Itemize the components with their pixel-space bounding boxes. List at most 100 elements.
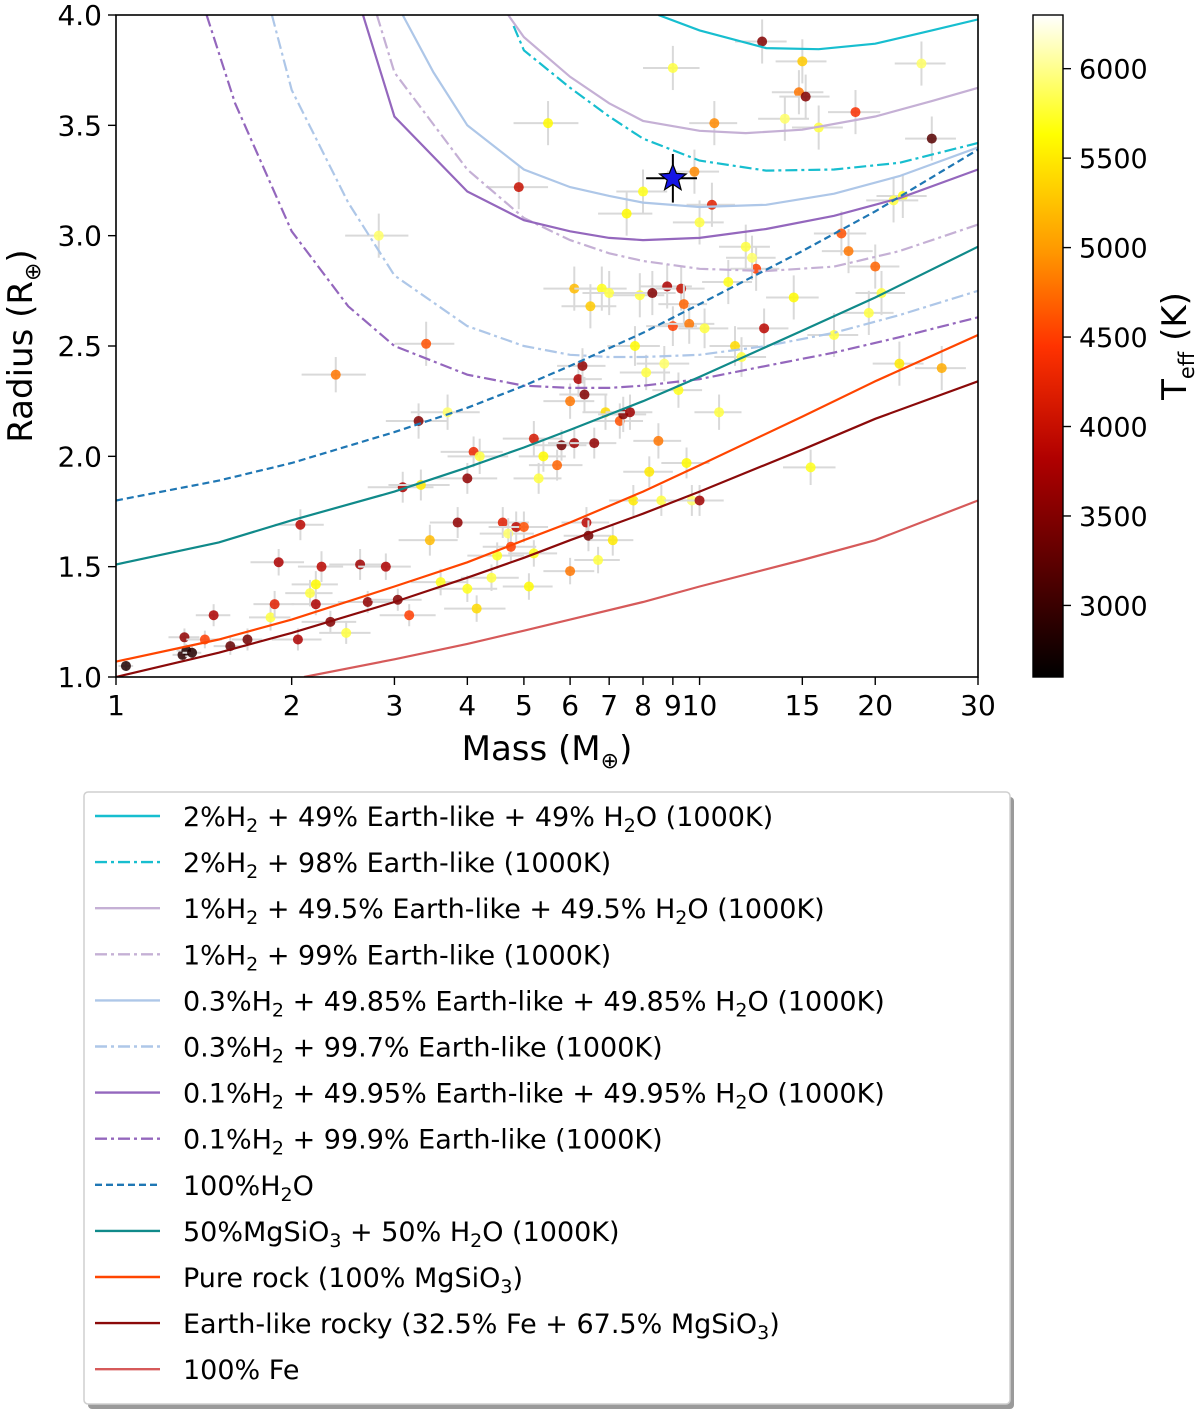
data-point xyxy=(195,604,231,627)
data-point xyxy=(410,394,480,430)
point-marker xyxy=(709,118,720,129)
point-marker xyxy=(656,495,667,506)
point-marker xyxy=(829,329,840,340)
point-marker xyxy=(788,292,799,303)
point-marker xyxy=(269,599,280,610)
x-tick-label: 15 xyxy=(785,689,821,722)
data-point xyxy=(821,229,873,274)
point-marker xyxy=(723,277,734,288)
colorbar-label: Teff (K) xyxy=(1155,292,1199,401)
point-marker xyxy=(179,632,190,643)
point-marker xyxy=(486,572,497,583)
point-marker xyxy=(518,521,529,532)
data-point xyxy=(771,70,824,115)
x-tick-label: 5 xyxy=(515,689,533,722)
point-marker xyxy=(662,281,673,292)
point-marker xyxy=(310,579,321,590)
point-marker xyxy=(404,610,415,621)
curve-line xyxy=(205,15,978,389)
x-tick-label: 3 xyxy=(386,689,404,722)
data-point xyxy=(502,573,553,600)
x-tick-label: 6 xyxy=(561,689,579,722)
data-point xyxy=(274,509,324,541)
data-point xyxy=(605,394,653,430)
legend-label: Pure rock (100% MgSiO3) xyxy=(183,1263,523,1298)
point-marker xyxy=(604,288,615,299)
x-tick-label: 10 xyxy=(682,689,718,722)
curve-line xyxy=(507,15,978,135)
point-marker xyxy=(667,62,678,73)
data-point xyxy=(841,290,894,335)
data-point xyxy=(633,423,682,459)
point-marker xyxy=(533,473,544,484)
data-point xyxy=(570,427,617,459)
y-axis-label: Radius (R⊕) xyxy=(1,249,46,442)
curve-line xyxy=(401,15,978,209)
point-marker xyxy=(208,610,219,621)
legend-label: 2%H2 + 98% Earth-like (1000K) xyxy=(183,848,611,883)
data-point xyxy=(358,553,411,580)
data-point xyxy=(737,308,789,349)
point-marker xyxy=(380,561,391,572)
point-marker xyxy=(916,58,927,69)
legend-entry: 1%H2 + 49.5% Earth-like + 49.5% H2O (100… xyxy=(95,894,825,929)
legend-label: 1%H2 + 49.5% Earth-like + 49.5% H2O (100… xyxy=(183,894,825,929)
colorbar: 3000 3500 4000 4500 5000 5500 6000 Teff (K) xyxy=(1032,14,1199,678)
point-marker xyxy=(462,583,473,594)
legend-label: 0.3%H2 + 49.85% Earth-like + 49.85% H2O … xyxy=(183,986,885,1021)
point-marker xyxy=(678,299,689,310)
data-point xyxy=(758,96,809,141)
point-marker xyxy=(797,56,808,67)
data-point xyxy=(590,524,634,556)
point-marker xyxy=(628,495,639,506)
point-marker xyxy=(653,435,664,446)
y-tick-label: 4.0 xyxy=(57,0,102,32)
point-marker xyxy=(543,118,554,129)
y-tick-label: 3.5 xyxy=(57,109,102,142)
plot-background xyxy=(116,15,978,677)
point-marker xyxy=(644,466,655,477)
data-point xyxy=(444,595,506,622)
data-point xyxy=(689,101,738,146)
legend-label: 0.1%H2 + 49.95% Earth-like + 49.95% H2O … xyxy=(183,1079,885,1114)
data-point xyxy=(623,456,673,488)
point-marker xyxy=(513,182,524,193)
colorbar-gradient xyxy=(1032,14,1064,678)
data-point xyxy=(497,511,549,543)
point-marker xyxy=(836,228,847,239)
legend-entry: 0.3%H2 + 49.85% Earth-like + 49.85% H2O … xyxy=(95,986,885,1021)
point-marker xyxy=(625,407,636,418)
point-marker xyxy=(316,561,327,572)
point-marker xyxy=(800,91,811,102)
data-point xyxy=(118,660,134,671)
data-point xyxy=(398,524,458,556)
point-marker xyxy=(641,367,652,378)
data-point xyxy=(616,169,668,214)
x-axis-ticks: 1 2 3 4 5 6 7 8 9 10 15 20 30 xyxy=(107,677,996,722)
data-point xyxy=(709,326,759,366)
data-point xyxy=(726,235,776,280)
point-marker xyxy=(421,338,432,349)
point-marker xyxy=(659,358,670,369)
data-point xyxy=(319,621,371,644)
point-marker xyxy=(689,166,700,177)
point-marker xyxy=(310,599,321,610)
legend: 2%H2 + 49% Earth-like + 49% H2O (1000K) 2… xyxy=(83,791,1014,1409)
data-point xyxy=(636,346,690,382)
point-marker xyxy=(589,438,600,449)
point-marker xyxy=(694,495,705,506)
point-marker xyxy=(538,451,549,462)
data-point xyxy=(182,646,202,660)
point-marker xyxy=(926,133,937,144)
highlight-star-marker xyxy=(658,162,688,191)
data-point xyxy=(559,376,608,413)
colorbar-ticks: 3000 3500 4000 4500 5000 5500 6000 xyxy=(1063,55,1148,622)
data-point xyxy=(848,244,900,289)
data-point xyxy=(574,546,620,574)
point-marker xyxy=(621,208,632,219)
data-point xyxy=(379,604,436,627)
point-marker xyxy=(593,555,604,566)
point-marker xyxy=(894,358,905,369)
data-point xyxy=(329,549,388,580)
